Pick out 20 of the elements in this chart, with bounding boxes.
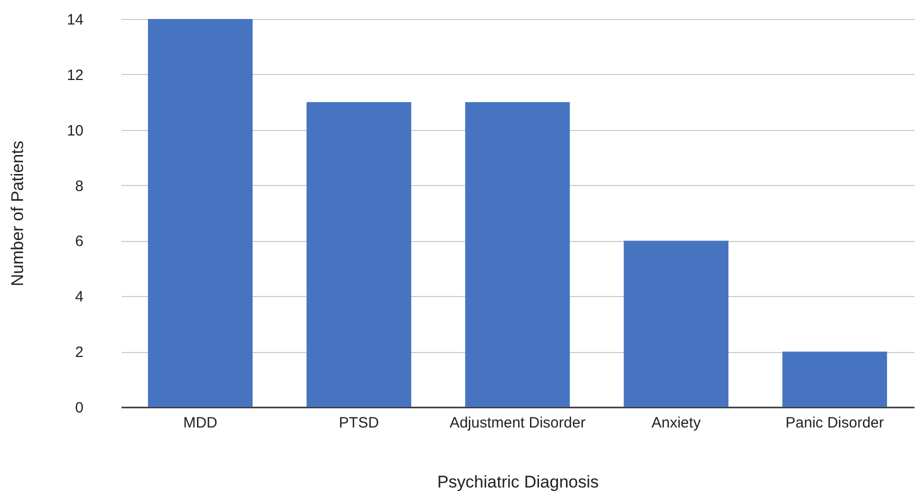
- y-tick-label: 10: [66, 122, 84, 140]
- y-tick-label: 0: [75, 400, 84, 416]
- y-tick-label: 6: [75, 233, 84, 250]
- y-tick-label: 4: [75, 288, 84, 306]
- x-axis-title: Psychiatric Diagnosis: [437, 472, 599, 492]
- y-axis-title: Number of Patients: [8, 140, 27, 286]
- x-tick-label: Adjustment Disorder: [450, 414, 586, 432]
- y-tick-label: 14: [66, 12, 84, 28]
- x-tick-label: Panic Disorder: [786, 414, 884, 432]
- bar: [306, 102, 412, 407]
- bar: [624, 240, 728, 407]
- bar: [465, 102, 570, 407]
- x-tick-label: PTSD: [338, 414, 380, 432]
- bar: [148, 19, 253, 407]
- bar: [782, 352, 888, 407]
- y-tick-label: 2: [75, 344, 84, 362]
- x-tick-label: Anxiety: [652, 414, 702, 432]
- y-tick-label: 8: [75, 178, 84, 195]
- y-tick-label: 12: [66, 66, 84, 84]
- x-tick-label: MDD: [183, 414, 218, 432]
